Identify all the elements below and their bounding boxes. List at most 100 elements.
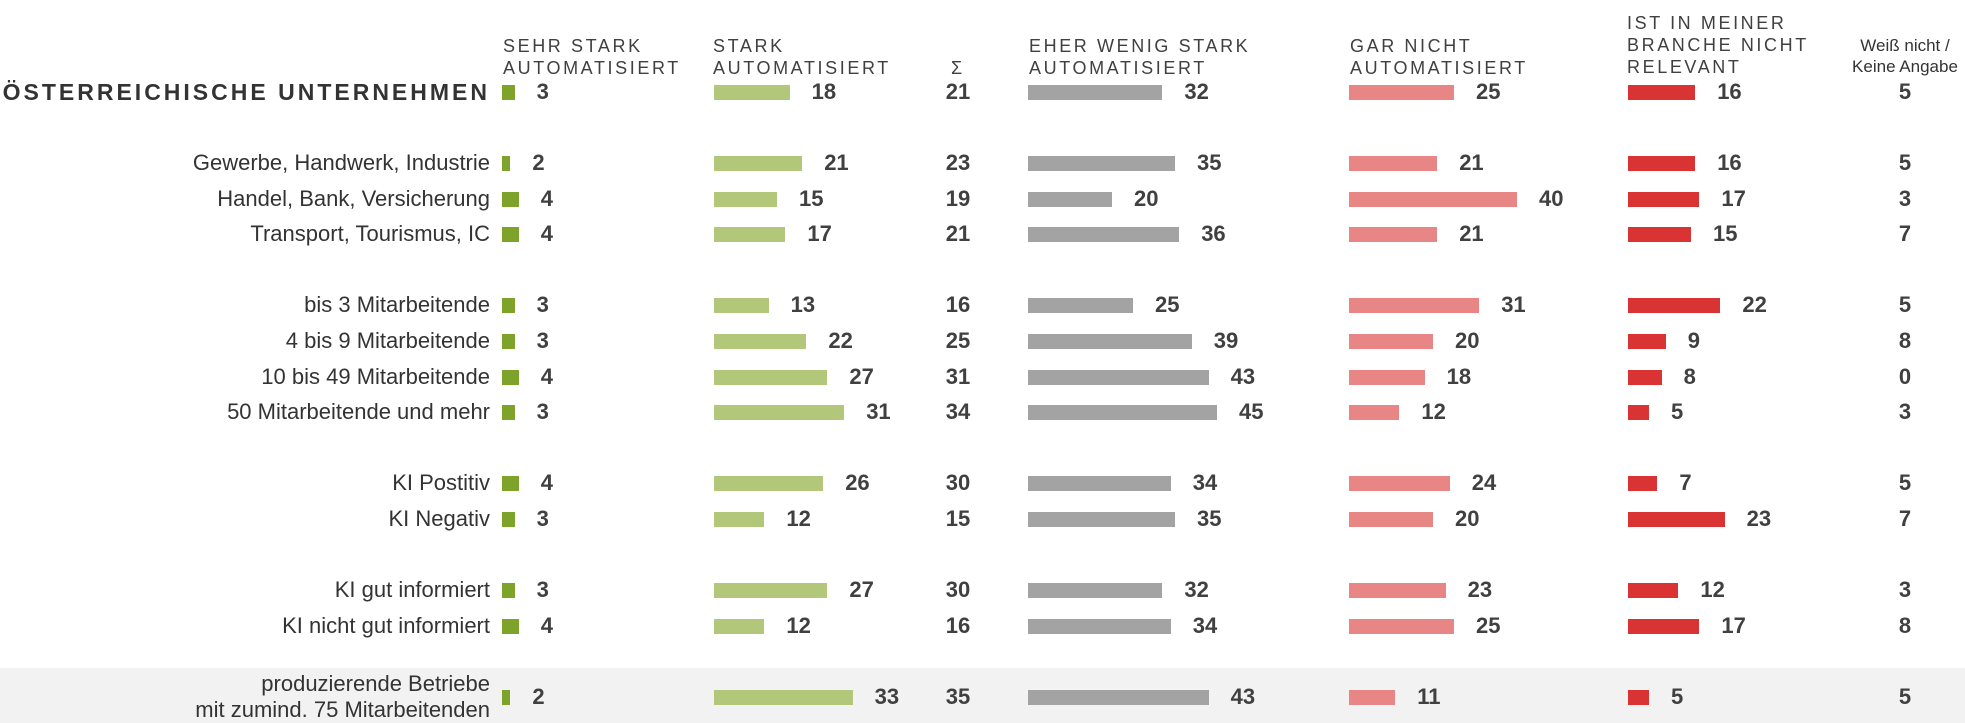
weiss-nicht-value: 5 [1898, 79, 1912, 104]
value-label-sehr-stark: 3 [536, 399, 549, 424]
bar-nicht-relevant [1628, 619, 1700, 634]
bar-gar-nicht [1349, 690, 1396, 705]
row-label-container: KI gut informiert [0, 577, 490, 603]
value-label-nicht-relevant: 7 [1679, 470, 1692, 495]
value-label-gar-nicht: 25 [1476, 79, 1501, 104]
value-label-nicht-relevant: 5 [1671, 399, 1684, 424]
value-label-stark: 18 [811, 79, 837, 104]
row-label-österreichische-unternehmen: ÖSTERREICHISCHE UNTERNEHMEN [2, 79, 490, 105]
bar-nicht-relevant [1628, 192, 1700, 207]
bar-eher-wenig [1028, 583, 1163, 598]
bar-eher-wenig [1028, 156, 1175, 171]
value-label-gar-nicht: 40 [1539, 186, 1564, 211]
value-label-eher-wenig: 35 [1197, 506, 1222, 531]
value-label-stark: 27 [849, 364, 874, 389]
bar-nicht-relevant [1628, 334, 1666, 349]
value-label-eher-wenig: 43 [1230, 364, 1256, 389]
value-label-sehr-stark: 4 [540, 364, 554, 389]
row-label-bis-3-mitarbeitende: bis 3 Mitarbeitende [304, 292, 490, 317]
sum-value: 21 [945, 79, 971, 104]
row-label-50-mitarbeitende-und-mehr: 50 Mitarbeitende und mehr [227, 399, 490, 424]
bar-nicht-relevant [1628, 156, 1696, 171]
value-label-sehr-stark: 3 [536, 328, 549, 353]
weiss-nicht-value: 7 [1898, 506, 1912, 531]
bar-gar-nicht [1349, 405, 1400, 420]
value-label-eher-wenig: 45 [1239, 399, 1264, 424]
value-label-gar-nicht: 31 [1501, 292, 1526, 317]
value-label-sehr-stark: 2 [532, 684, 545, 709]
bar-sehr-stark [502, 334, 515, 349]
weiss-nicht-value: 0 [1898, 364, 1912, 389]
value-label-eher-wenig: 32 [1184, 577, 1209, 602]
row-label-container: ÖSTERREICHISCHE UNTERNEHMEN [0, 79, 490, 105]
bar-sehr-stark [502, 476, 519, 491]
weiss-nicht-value: 7 [1898, 221, 1912, 246]
bar-stark [714, 334, 807, 349]
bar-eher-wenig [1028, 476, 1171, 491]
value-label-nicht-relevant: 16 [1717, 150, 1742, 175]
bar-eher-wenig [1028, 192, 1112, 207]
weiss-nicht-value: 5 [1898, 470, 1912, 495]
bar-sehr-stark [502, 690, 511, 705]
bar-eher-wenig [1028, 334, 1192, 349]
bar-stark [714, 476, 824, 491]
value-label-stark: 21 [824, 150, 849, 175]
header-nicht-relevant: IST IN MEINER BRANCHE NICHT RELEVANT [1627, 13, 1809, 77]
value-label-eher-wenig: 25 [1155, 292, 1180, 317]
bar-sehr-stark [502, 298, 515, 313]
row-label-container: KI nicht gut informiert [0, 613, 490, 639]
bar-eher-wenig [1028, 298, 1133, 313]
bar-eher-wenig [1028, 619, 1171, 634]
bar-sehr-stark [502, 156, 511, 171]
bar-gar-nicht [1349, 298, 1480, 313]
bar-sehr-stark [502, 512, 515, 527]
header-eher-wenig: EHER WENIG STARK AUTOMATISIERT [1029, 36, 1251, 78]
value-label-eher-wenig: 39 [1213, 328, 1239, 353]
value-label-nicht-relevant: 12 [1700, 577, 1725, 602]
bar-gar-nicht [1349, 156, 1438, 171]
value-label-nicht-relevant: 5 [1671, 684, 1684, 709]
row-label-4-bis-9-mitarbeitende: 4 bis 9 Mitarbeitende [285, 328, 490, 353]
bar-sehr-stark [502, 370, 519, 385]
row-label-container: Handel, Bank, Versicherung [0, 186, 490, 212]
bar-sehr-stark [502, 227, 519, 242]
bar-sehr-stark [502, 583, 515, 598]
row-label-ki-gut-informiert: KI gut informiert [334, 577, 490, 602]
bar-nicht-relevant [1628, 370, 1662, 385]
weiss-nicht-value: 8 [1898, 613, 1912, 638]
value-label-eher-wenig: 20 [1134, 186, 1159, 211]
bar-gar-nicht [1349, 512, 1433, 527]
bar-eher-wenig [1028, 405, 1217, 420]
sum-value: 35 [945, 684, 971, 709]
value-label-nicht-relevant: 16 [1717, 79, 1742, 104]
value-label-stark: 33 [874, 684, 900, 709]
bar-stark [714, 619, 765, 634]
row-label-container: 4 bis 9 Mitarbeitende [0, 328, 490, 354]
bar-stark [714, 192, 777, 207]
bar-sehr-stark [502, 405, 515, 420]
bar-nicht-relevant [1628, 476, 1658, 491]
bar-nicht-relevant [1628, 227, 1691, 242]
value-label-gar-nicht: 11 [1417, 684, 1441, 709]
value-label-gar-nicht: 18 [1446, 364, 1472, 389]
bar-eher-wenig [1028, 690, 1209, 705]
bar-stark [714, 690, 853, 705]
value-label-sehr-stark: 3 [536, 577, 549, 602]
weiss-nicht-value: 3 [1898, 186, 1912, 211]
bar-nicht-relevant [1628, 512, 1725, 527]
row-label-container: KI Postitiv [0, 470, 490, 496]
row-label-produzierende-betriebe: produzierende Betriebe mit zumind. 75 Mi… [195, 671, 490, 722]
header-weiss-nicht: Weiß nicht / Keine Angabe [1852, 36, 1958, 76]
row-label-transport-tourismus-ic: Transport, Tourismus, IC [250, 221, 490, 246]
value-label-stark: 12 [786, 613, 811, 638]
value-label-sehr-stark: 4 [540, 470, 554, 495]
value-label-stark: 31 [866, 399, 891, 424]
value-label-gar-nicht: 20 [1455, 328, 1480, 353]
value-label-gar-nicht: 21 [1459, 221, 1484, 246]
value-label-nicht-relevant: 8 [1683, 364, 1696, 389]
value-label-stark: 22 [828, 328, 853, 353]
value-label-stark: 26 [845, 470, 870, 495]
value-label-eher-wenig: 36 [1201, 221, 1226, 246]
bar-stark [714, 405, 845, 420]
value-label-sehr-stark: 4 [540, 186, 554, 211]
